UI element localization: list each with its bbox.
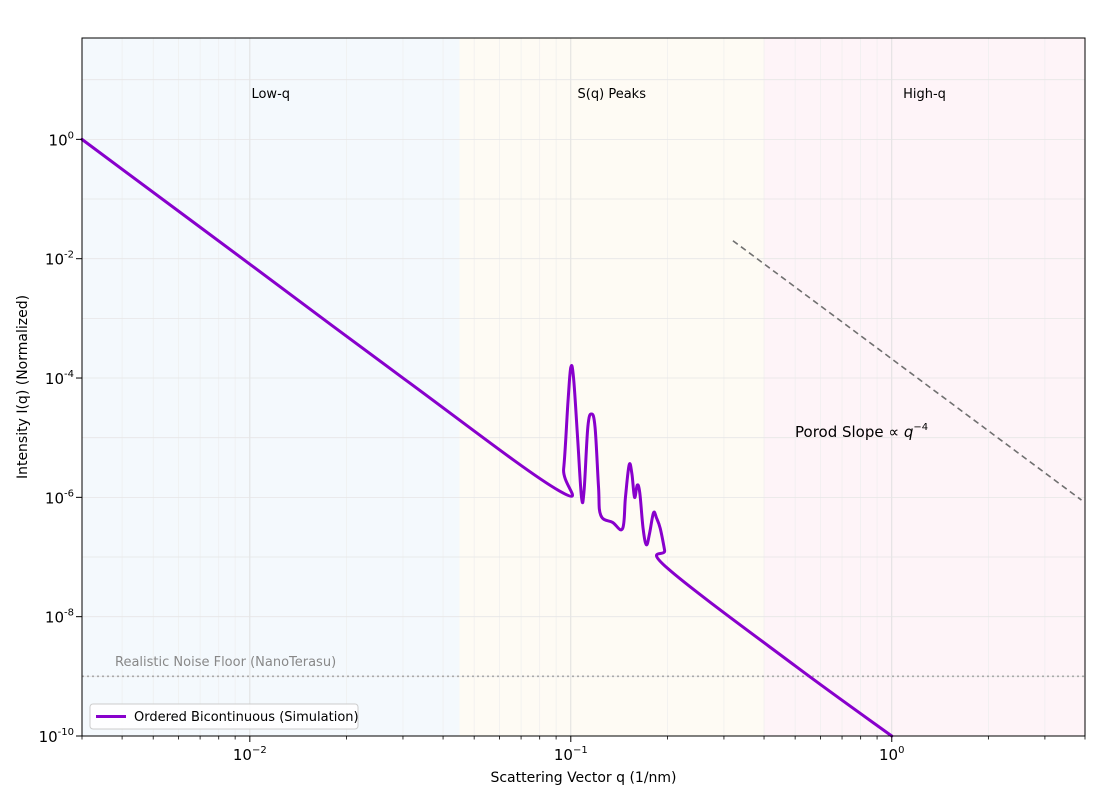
porod-slope-line xyxy=(732,240,1082,501)
plot-frame xyxy=(81,37,1086,737)
noise-floor-label: Realistic Noise Floor (NanoTerasu) xyxy=(115,655,336,670)
legend-label: Ordered Bicontinuous (Simulation) xyxy=(134,710,359,725)
y-tick-label: 10-6 xyxy=(45,488,74,507)
legend: Ordered Bicontinuous (Simulation) xyxy=(89,703,359,730)
region-label-0: Low-q xyxy=(251,87,290,102)
y-tick-label: 10-4 xyxy=(45,369,74,388)
grid-lines xyxy=(81,38,1086,737)
region-band-1 xyxy=(459,38,765,736)
region-band-0 xyxy=(82,38,460,736)
y-axis-label: Intensity I(q) (Normalized) xyxy=(15,295,31,479)
x-axis-label: Scattering Vector q (1/nm) xyxy=(490,770,676,786)
y-tick-label: 10-10 xyxy=(39,727,74,746)
data-series xyxy=(80,137,894,738)
reference-lines xyxy=(82,240,1085,678)
y-tick-label: 10-2 xyxy=(45,250,74,269)
x-tick-label: 100 xyxy=(879,745,904,764)
series-line-0 xyxy=(80,137,894,738)
x-tick-label: 10−1 xyxy=(554,745,588,764)
legend-box xyxy=(89,703,359,730)
region-band-2 xyxy=(764,38,1085,736)
x-tick-label: 10−2 xyxy=(233,745,267,764)
region-label-1: S(q) Peaks xyxy=(578,87,647,102)
porod-slope-label: Porod Slope ∝ q−4 xyxy=(795,422,928,441)
annotations: Realistic Noise Floor (NanoTerasu) Porod … xyxy=(115,422,928,670)
y-tick-label: 10-8 xyxy=(45,608,74,627)
y-tick-label: 100 xyxy=(49,130,74,149)
region-label-2: High-q xyxy=(903,87,946,102)
region-bands: Low-q S(q) Peaks High-q xyxy=(82,38,1085,736)
axis-ticks: 10−2 10−1 100 100 10-2 10-4 10-6 10-8 10-10 xyxy=(39,130,1086,764)
